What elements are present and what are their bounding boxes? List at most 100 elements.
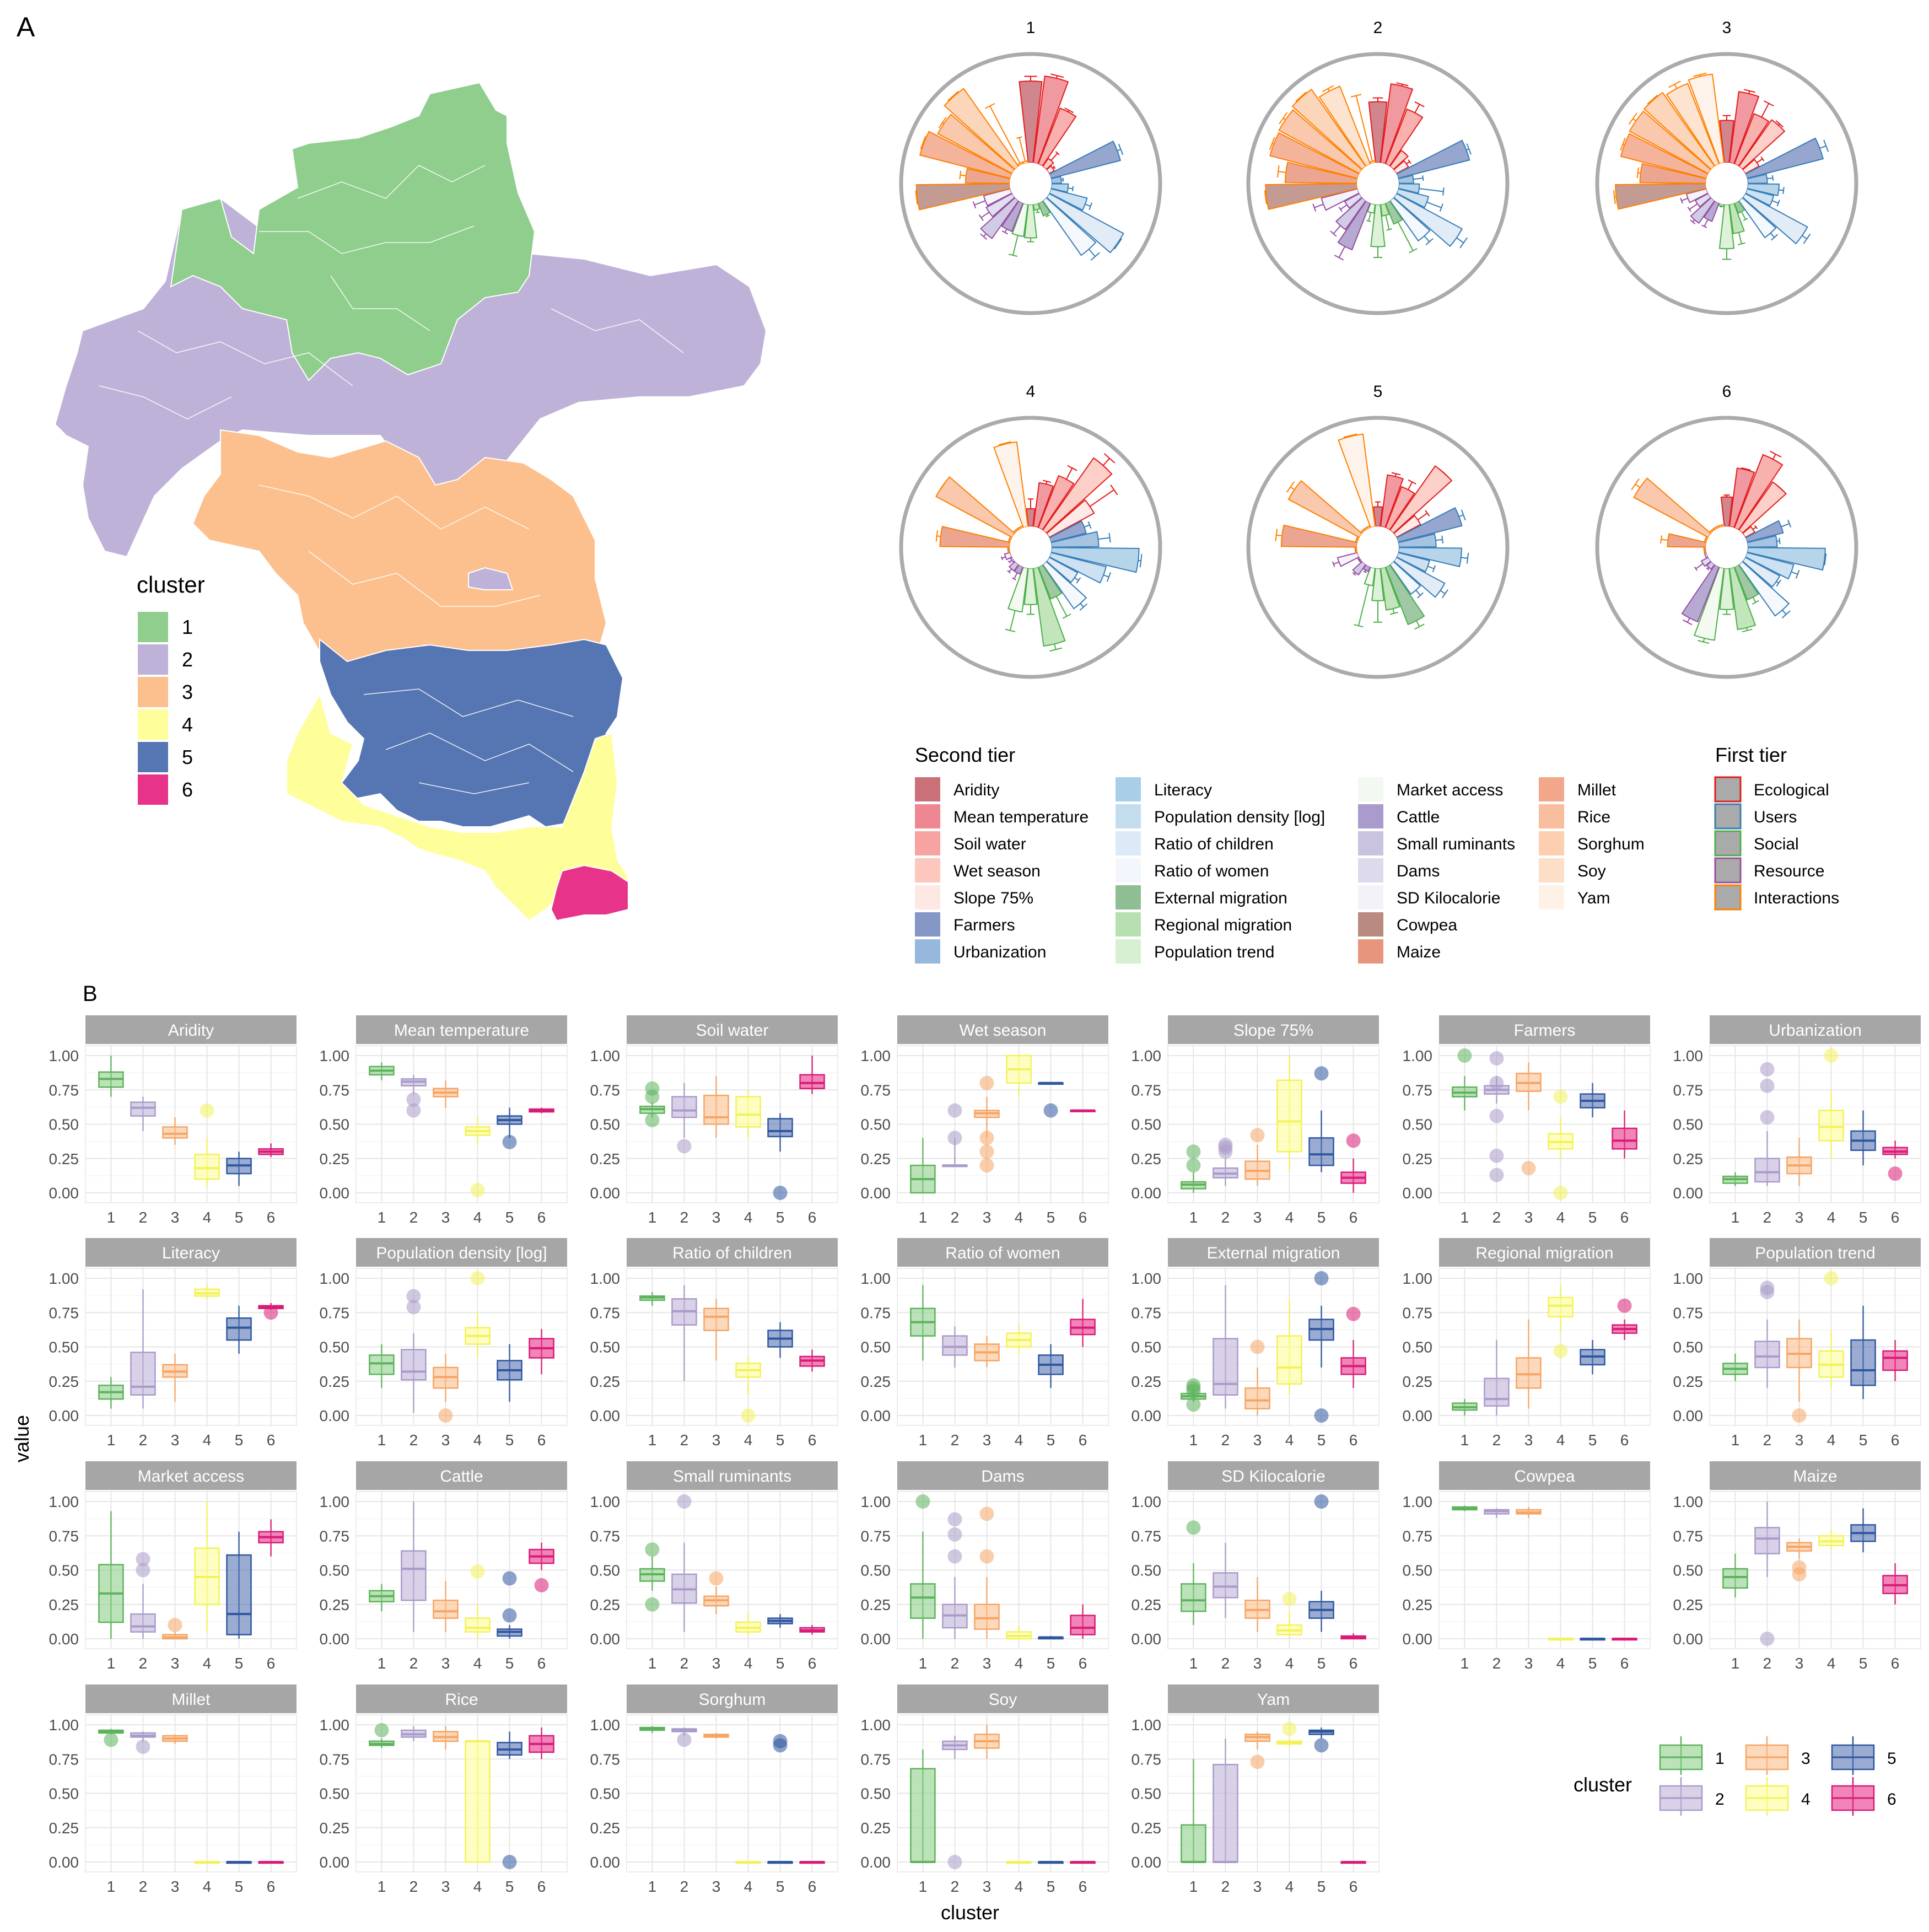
y-tick-label: 0.50 [1131, 1116, 1162, 1133]
second-tier-label: Cattle [1397, 808, 1440, 826]
box-outlier [1186, 1158, 1200, 1172]
boxplot-legend-title: cluster [1574, 1773, 1632, 1796]
x-tick-label: 4 [744, 1431, 753, 1449]
box-body [1310, 1138, 1334, 1165]
y-tick-label: 1.00 [320, 1716, 350, 1734]
box-outlier [1489, 1168, 1504, 1182]
box-outlier [709, 1571, 723, 1585]
legend-box-label: 6 [1887, 1790, 1896, 1809]
second-tier-label: Literacy [1154, 781, 1212, 799]
second-tier-swatch [915, 939, 940, 964]
x-tick-label: 6 [267, 1655, 276, 1672]
x-tick-label: 6 [537, 1655, 546, 1672]
x-tick-label: 6 [1079, 1431, 1087, 1449]
x-tick-label: 6 [1891, 1209, 1900, 1226]
box-outlier [503, 1135, 517, 1149]
y-tick-label: 0.25 [1131, 1820, 1162, 1837]
y-tick-label: 1.00 [320, 1047, 350, 1064]
second-tier-label: Farmers [953, 916, 1015, 934]
x-tick-label: 5 [1047, 1431, 1055, 1449]
box-outlier [1457, 1048, 1472, 1063]
box-outlier [1346, 1307, 1361, 1321]
x-tick-label: 2 [409, 1431, 418, 1449]
y-tick-label: 0.75 [1403, 1081, 1433, 1099]
y-tick-label: 0.75 [861, 1751, 891, 1768]
first-tier-swatch [1715, 777, 1741, 801]
y-tick-label: 0.75 [49, 1304, 79, 1321]
x-tick-label: 6 [1620, 1431, 1629, 1449]
radar-title: 2 [1373, 19, 1383, 37]
box-outlier [1250, 1340, 1264, 1354]
box-body [466, 1618, 490, 1632]
x-tick-label: 5 [235, 1431, 244, 1449]
y-tick-label: 0.25 [1131, 1373, 1162, 1390]
second-tier-label: Rice [1577, 808, 1610, 826]
x-tick-label: 3 [983, 1878, 992, 1895]
map-legend-swatch-4 [138, 709, 168, 740]
y-tick-label: 0.75 [1131, 1081, 1162, 1099]
box-outlier [1760, 1110, 1774, 1124]
y-tick-label: 1.00 [1673, 1270, 1704, 1287]
box-outlier [1554, 1186, 1568, 1200]
box-outlier [200, 1104, 214, 1118]
x-tick-label: 3 [983, 1209, 992, 1226]
map-region-cluster-6 [551, 865, 628, 921]
y-tick-label: 0.75 [590, 1527, 621, 1544]
y-axis-label: value [10, 1415, 33, 1462]
box-body [1755, 1527, 1779, 1553]
y-tick-label: 1.00 [1673, 1047, 1704, 1064]
x-tick-label: 2 [1221, 1209, 1230, 1226]
box-outlier [677, 1494, 691, 1509]
x-axis-label: cluster [941, 1901, 999, 1924]
box-outlier [741, 1408, 756, 1423]
y-tick-label: 0.50 [1131, 1339, 1162, 1356]
box-outlier [645, 1113, 659, 1127]
legend-box-label: 4 [1801, 1790, 1811, 1809]
box-body [1819, 1111, 1844, 1141]
y-tick-label: 1.00 [49, 1716, 79, 1734]
box-outlier [979, 1076, 994, 1090]
x-tick-label: 4 [473, 1655, 482, 1672]
second-tier-swatch [1358, 858, 1383, 882]
box-outlier [1283, 1592, 1297, 1606]
box-outlier [1489, 1051, 1504, 1065]
second-tier-swatch [1116, 912, 1141, 937]
box-body [1883, 1351, 1908, 1370]
facet-title: Aridity [168, 1021, 214, 1040]
box-outlier [1250, 1128, 1264, 1142]
y-tick-label: 0.00 [590, 1407, 621, 1424]
box-body [800, 1075, 825, 1089]
facet-title: Ratio of children [672, 1244, 792, 1262]
y-tick-label: 0.00 [320, 1630, 350, 1648]
legend-box-label: 3 [1801, 1750, 1811, 1768]
map-legend-label: 5 [182, 746, 193, 768]
facet-title: Cattle [440, 1467, 483, 1486]
x-tick-label: 5 [1588, 1431, 1597, 1449]
y-tick-label: 0.00 [861, 1185, 891, 1202]
first-tier-label: Ecological [1754, 781, 1829, 799]
box-outlier [104, 1732, 118, 1747]
x-tick-label: 1 [107, 1209, 116, 1226]
x-tick-label: 6 [1349, 1209, 1358, 1226]
box-outlier [1250, 1755, 1264, 1769]
second-tier-label: Aridity [953, 781, 999, 799]
radar-center [1357, 526, 1399, 568]
radar-center [1010, 163, 1052, 204]
x-tick-label: 1 [648, 1655, 657, 1672]
box-body [704, 1095, 728, 1124]
radar-title: 4 [1026, 383, 1036, 401]
x-tick-label: 5 [1588, 1209, 1597, 1226]
y-tick-label: 0.75 [1673, 1527, 1704, 1544]
y-tick-label: 1.00 [861, 1493, 891, 1510]
y-tick-label: 0.25 [320, 1373, 350, 1390]
box-outlier [1792, 1408, 1806, 1423]
second-tier-label: Urbanization [953, 943, 1046, 961]
